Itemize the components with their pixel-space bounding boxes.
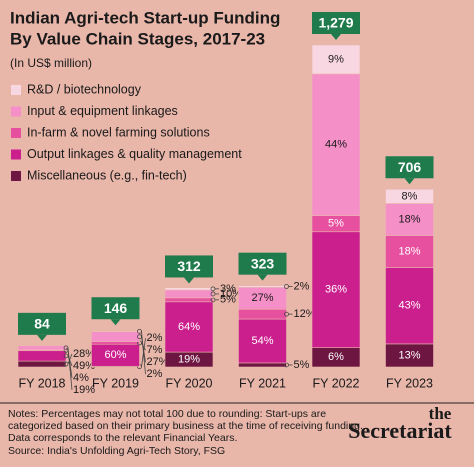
data-label: 2% [147, 368, 163, 380]
x-tick-label: FY 2023 [386, 376, 433, 390]
total-pointer [257, 274, 268, 281]
data-label: 43% [398, 300, 420, 312]
chart-title: By Value Chain Stages, 2017-23 [10, 29, 265, 48]
data-label: 18% [398, 213, 420, 225]
note: Source: India's Unfolding Agri-Tech Stor… [8, 445, 225, 457]
note: Notes: Percentages may not total 100 due… [8, 408, 326, 420]
legend-swatch [11, 85, 21, 95]
bar-segment [17, 350, 67, 362]
legend-label: In-farm & novel farming solutions [27, 125, 210, 139]
data-label: 27% [251, 292, 273, 304]
total-box [238, 252, 287, 275]
data-label: 36% [325, 284, 347, 296]
total-box [91, 297, 140, 320]
total-box [18, 312, 66, 335]
data-label: 54% [251, 335, 273, 347]
bar-segment [91, 330, 140, 333]
leader-line [67, 353, 73, 365]
legend-swatch [11, 171, 21, 181]
bar-segment [385, 188, 434, 204]
bar-segment [311, 73, 361, 216]
total-pointer [110, 319, 121, 326]
subtitle: (In US$ million) [10, 56, 92, 70]
data-label: 4% [73, 372, 89, 384]
logo: Secretariat [348, 418, 452, 443]
total-label: 323 [251, 255, 275, 271]
data-label: 60% [104, 349, 126, 361]
bar-segment [17, 345, 67, 351]
total-box [385, 156, 434, 179]
data-label: 27% [147, 356, 169, 368]
total-label: 706 [398, 159, 422, 175]
legend-label: Input & equipment linkages [27, 104, 178, 118]
total-pointer [404, 178, 415, 185]
legend-label: Miscellaneous (e.g., fin-tech) [27, 168, 187, 182]
logo: the [429, 404, 452, 423]
x-tick-label: FY 2020 [165, 376, 212, 390]
total-box [165, 255, 213, 278]
data-label: 64% [178, 321, 200, 333]
bar-segment [91, 331, 140, 342]
total-pointer [184, 277, 194, 284]
data-label: 18% [398, 245, 420, 257]
x-tick-label: FY 2022 [312, 376, 359, 390]
note: Data corresponds to the relevant Financi… [8, 432, 237, 444]
leader-line [141, 331, 146, 375]
legend-swatch [11, 106, 21, 117]
data-label: 6% [328, 351, 344, 363]
data-label: 19% [178, 353, 200, 365]
data-label: 19% [73, 384, 95, 396]
data-label: 3% [220, 283, 236, 295]
data-label: 5% [328, 218, 344, 230]
total-label: 84 [34, 316, 50, 332]
x-tick-label: FY 2018 [18, 376, 65, 390]
chart-title: Indian Agri-tech Start-up Funding [10, 8, 280, 27]
legend-swatch [11, 128, 21, 138]
leader-line [141, 342, 146, 351]
legend-label: Output linkages & quality management [27, 147, 242, 161]
total-label: 1,279 [318, 15, 353, 31]
bar-segment [164, 289, 214, 299]
total-pointer [331, 34, 341, 40]
legend-swatch [11, 149, 21, 160]
bar-segment [17, 360, 67, 368]
total-label: 146 [104, 300, 128, 316]
data-label: 44% [325, 139, 347, 151]
data-label: 49% [73, 360, 95, 372]
bar-segment [238, 308, 287, 320]
x-tick-label: FY 2021 [239, 376, 286, 390]
x-tick-label: FY 2019 [92, 376, 139, 390]
bar-segment [238, 285, 287, 288]
data-label: 2% [147, 332, 163, 344]
data-label: 5% [294, 359, 310, 371]
data-label: 9% [328, 53, 344, 65]
data-label: 8% [402, 190, 418, 202]
leader-line [67, 347, 73, 390]
bar-segment [311, 44, 361, 75]
data-label: 12% [294, 308, 316, 320]
legend-label: R&D / biotechnology [27, 82, 142, 96]
bar-segment [164, 297, 214, 303]
total-pointer [37, 334, 47, 341]
data-label: 2% [294, 280, 310, 292]
total-box [312, 12, 360, 34]
bar-segment [91, 341, 140, 345]
data-label: 5% [220, 294, 236, 306]
bar-segment [385, 267, 434, 345]
note: categorized based on their primary busin… [8, 420, 363, 432]
bar-segment [238, 318, 287, 364]
data-label: 13% [398, 349, 420, 361]
data-label: 10% [220, 288, 242, 300]
bar-segment [238, 362, 287, 368]
bar-segment [164, 301, 214, 353]
data-label: 7% [147, 344, 163, 356]
bar-segment [311, 231, 361, 348]
total-label: 312 [177, 258, 201, 274]
data-label: 28% [73, 348, 95, 360]
bar-segment [164, 287, 214, 291]
